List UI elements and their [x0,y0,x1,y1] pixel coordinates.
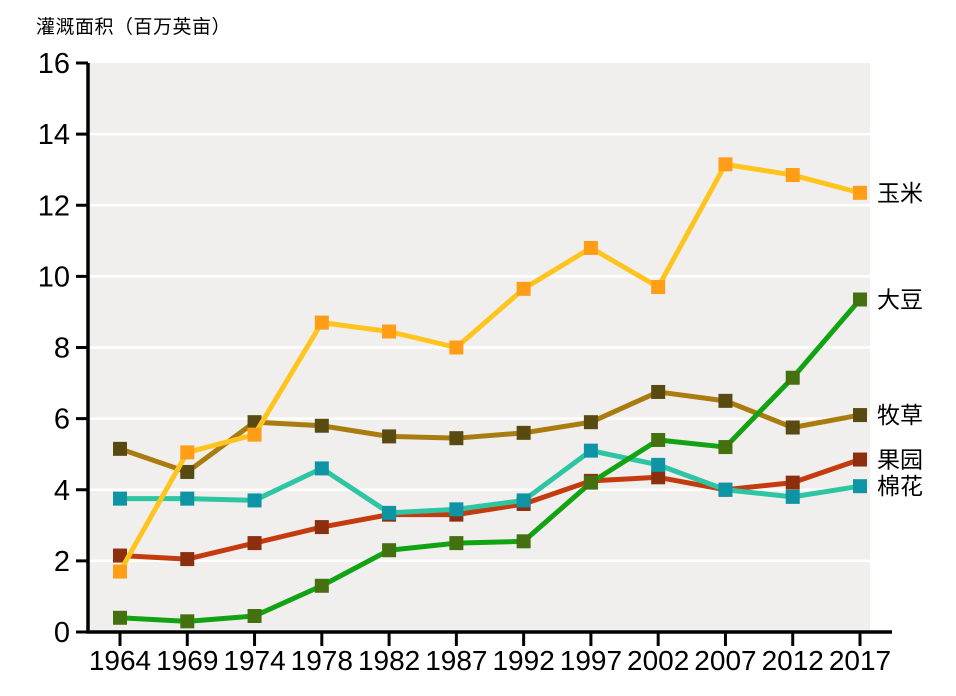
corn-marker-2002 [651,280,666,295]
hay-marker-1964 [113,441,127,456]
x-tick-label-1978: 1978 [291,645,353,676]
corn-marker-1969 [180,445,195,460]
hay-marker-1978 [314,418,329,433]
y-tick-label-8: 8 [54,333,70,365]
x-tick-label-1969: 1969 [156,645,218,676]
x-tick-label-1982: 1982 [358,645,420,676]
y-tick-label-14: 14 [38,119,70,151]
soybean-marker-1982 [382,543,397,558]
orchard-marker-2017 [853,452,867,467]
soybean-marker-1974 [247,608,262,623]
soybean-series-label: 大豆 [877,286,923,312]
x-tick-label-1987: 1987 [425,645,487,676]
x-tick-label-1997: 1997 [560,645,622,676]
corn-marker-2007 [718,157,733,172]
cotton-marker-2002 [651,457,666,472]
y-tick-label-6: 6 [54,404,70,436]
orchard-marker-1964 [113,548,127,563]
soybean-series-line [117,296,863,624]
cotton-marker-1969 [180,491,195,506]
hay-marker-1969 [180,464,195,479]
soybean-marker-2002 [651,432,666,447]
soybean-marker-1964 [113,610,127,625]
hay-marker-2017 [853,408,867,423]
y-axis-title: 灌溉面积（百万英亩） [36,17,232,38]
soybean-marker-1987 [449,536,464,551]
hay-marker-1982 [382,429,397,444]
cotton-marker-1992 [516,493,531,508]
corn-series-line [117,161,863,575]
cotton-marker-1978 [314,461,329,476]
x-tick-label-1974: 1974 [223,645,285,676]
x-tick-label-2012: 2012 [762,645,824,676]
x-tick-label-1992: 1992 [492,645,554,676]
corn-marker-1982 [382,324,397,339]
hay-series-line [117,389,863,475]
x-tick-label-1964: 1964 [89,645,151,676]
orchard-marker-1969 [180,552,195,567]
hay-marker-1987 [449,431,464,446]
y-tick-label-2: 2 [54,546,70,578]
orchard-marker-2002 [651,470,666,485]
corn-series-label: 玉米 [877,180,923,206]
hay-marker-1992 [516,425,531,440]
hay-marker-2012 [785,420,800,435]
x-tick-label-2007: 2007 [694,645,756,676]
orchard-marker-2012 [785,475,800,490]
y-tick-label-0: 0 [54,617,70,649]
soybean-marker-2007 [718,440,733,455]
x-tick-label-2017: 2017 [829,645,891,676]
cotton-marker-1964 [113,491,127,506]
hay-marker-2007 [718,393,733,408]
soybean-marker-2012 [785,370,800,385]
orchard-marker-1974 [247,536,262,551]
hay-series-label: 牧草 [877,402,923,428]
cotton-marker-1982 [382,505,397,520]
cotton-marker-1974 [247,493,262,508]
corn-marker-2012 [785,168,800,183]
hay-marker-1997 [583,415,598,430]
cotton-marker-1997 [583,443,598,458]
corn-marker-2017 [853,185,867,200]
corn-marker-1997 [583,240,598,255]
y-tick-label-12: 12 [38,190,70,222]
cotton-series-label: 棉花 [877,473,923,499]
cotton-marker-1987 [449,502,464,517]
cotton-marker-2007 [718,482,733,497]
y-tick-label-16: 16 [38,48,70,80]
soybean-marker-2017 [853,292,867,307]
orchard-marker-1978 [314,520,329,535]
soybean-marker-1997 [583,475,598,490]
soybean-marker-1969 [180,614,195,629]
y-tick-label-4: 4 [54,475,70,507]
corn-marker-1964 [113,564,127,579]
cotton-marker-2012 [785,489,800,504]
corn-marker-1987 [449,340,464,355]
cotton-marker-2017 [853,479,867,494]
orchard-series-label: 果园 [877,447,923,473]
corn-marker-1992 [516,281,531,296]
soybean-marker-1992 [516,534,531,549]
soybean-marker-1978 [314,578,329,593]
corn-marker-1978 [314,315,329,330]
y-tick-label-10: 10 [38,261,70,293]
cotton-series-line [117,448,863,516]
hay-marker-2002 [651,384,666,399]
x-tick-label-2002: 2002 [627,645,689,676]
corn-marker-1974 [247,427,262,442]
